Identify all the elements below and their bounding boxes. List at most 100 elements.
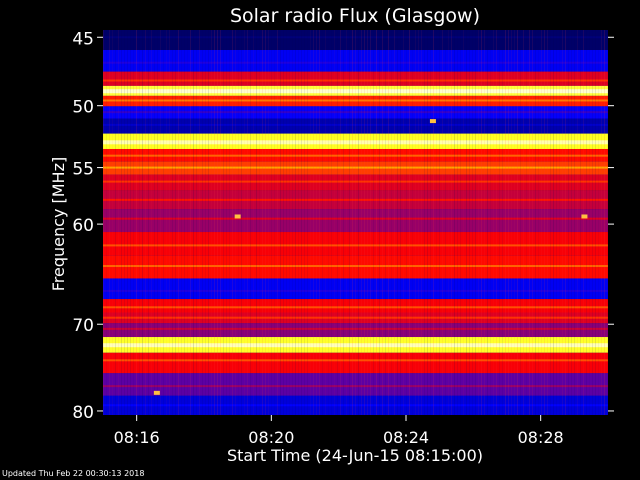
time-stripe [169, 30, 170, 415]
time-stripe [445, 30, 446, 415]
time-stripe [442, 30, 443, 415]
time-stripe [106, 30, 107, 415]
time-stripe [604, 30, 605, 415]
time-stripe [373, 30, 374, 415]
frequency-band [103, 30, 608, 50]
time-stripe [340, 30, 341, 415]
time-stripe [346, 30, 347, 415]
time-stripe [454, 30, 455, 415]
time-stripe [481, 30, 482, 415]
frequency-band [103, 323, 608, 338]
time-stripe [289, 30, 290, 415]
frequency-band-core [103, 217, 608, 220]
time-stripe [463, 30, 464, 415]
time-stripe [118, 30, 119, 415]
time-stripe [349, 30, 350, 415]
radio-burst [153, 390, 160, 395]
time-stripe [484, 30, 485, 415]
time-stripe [487, 30, 488, 415]
frequency-band-core [103, 36, 608, 39]
time-stripe [553, 30, 554, 415]
time-stripe [214, 30, 215, 415]
time-stripe [343, 30, 344, 415]
frequency-band-core [103, 154, 608, 157]
frequency-band-core [103, 180, 608, 183]
time-stripe [421, 30, 422, 415]
time-stripe [535, 30, 536, 415]
frequency-band-core [103, 327, 608, 330]
time-stripe [166, 30, 167, 415]
time-stripe [586, 30, 587, 415]
time-stripe [391, 30, 392, 415]
time-stripe [160, 30, 161, 415]
time-stripe [181, 30, 182, 415]
frequency-band-core [103, 123, 608, 126]
frequency-band [103, 209, 608, 233]
x-tick-label: 08:28 [518, 428, 564, 447]
time-stripe [382, 30, 383, 415]
frequency-band-core [103, 359, 608, 362]
frequency-band [103, 278, 608, 300]
time-stripe [523, 30, 524, 415]
time-stripe [529, 30, 530, 415]
time-stripe [187, 30, 188, 415]
time-stripe [217, 30, 218, 415]
time-stripe [310, 30, 311, 415]
time-stripe [325, 30, 326, 415]
time-stripe [574, 30, 575, 415]
time-stripe [571, 30, 572, 415]
time-stripe [334, 30, 335, 415]
x-axis: 08:16 08:20 08:24 08:28 [114, 415, 564, 447]
y-tick-label: 50 [72, 98, 94, 118]
time-stripe [379, 30, 380, 415]
time-stripe [556, 30, 557, 415]
time-stripe [151, 30, 152, 415]
time-stripe [265, 30, 266, 415]
time-stripe [583, 30, 584, 415]
time-stripe [580, 30, 581, 415]
time-stripe [298, 30, 299, 415]
time-stripe [274, 30, 275, 415]
time-stripe [439, 30, 440, 415]
time-stripe [256, 30, 257, 415]
time-stripe [394, 30, 395, 415]
time-stripe [469, 30, 470, 415]
radio-bursts [153, 119, 588, 395]
time-stripe [457, 30, 458, 415]
x-axis-label: Start Time (24-Jun-15 08:15:00) [227, 446, 483, 465]
time-stripe [433, 30, 434, 415]
time-stripe [466, 30, 467, 415]
time-stripe [250, 30, 251, 415]
frequency-band [103, 373, 608, 396]
frequency-band-core [103, 289, 608, 292]
time-stripe [277, 30, 278, 415]
frequency-band-core [103, 61, 608, 64]
time-stripe [238, 30, 239, 415]
time-stripe [589, 30, 590, 415]
time-stripe [490, 30, 491, 415]
time-stripe [331, 30, 332, 415]
frequency-band-core [103, 140, 608, 145]
time-stripe [544, 30, 545, 415]
time-stripe [259, 30, 260, 415]
y-tick-label: 55 [72, 160, 94, 180]
y-tick-label: 60 [72, 216, 94, 236]
time-stripe [316, 30, 317, 415]
radio-burst [429, 119, 436, 124]
frequency-band-core [103, 111, 608, 114]
frequency-band [103, 174, 608, 191]
radio-burst [234, 214, 241, 219]
time-stripe [211, 30, 212, 415]
time-stripe [568, 30, 569, 415]
time-stripe [355, 30, 356, 415]
time-stripe [319, 30, 320, 415]
frequency-band [103, 71, 608, 86]
time-stripe [601, 30, 602, 415]
time-stripe [526, 30, 527, 415]
time-stripe [193, 30, 194, 415]
time-stripe [412, 30, 413, 415]
time-stripe [577, 30, 578, 415]
time-stripe [190, 30, 191, 415]
time-stripe [175, 30, 176, 415]
